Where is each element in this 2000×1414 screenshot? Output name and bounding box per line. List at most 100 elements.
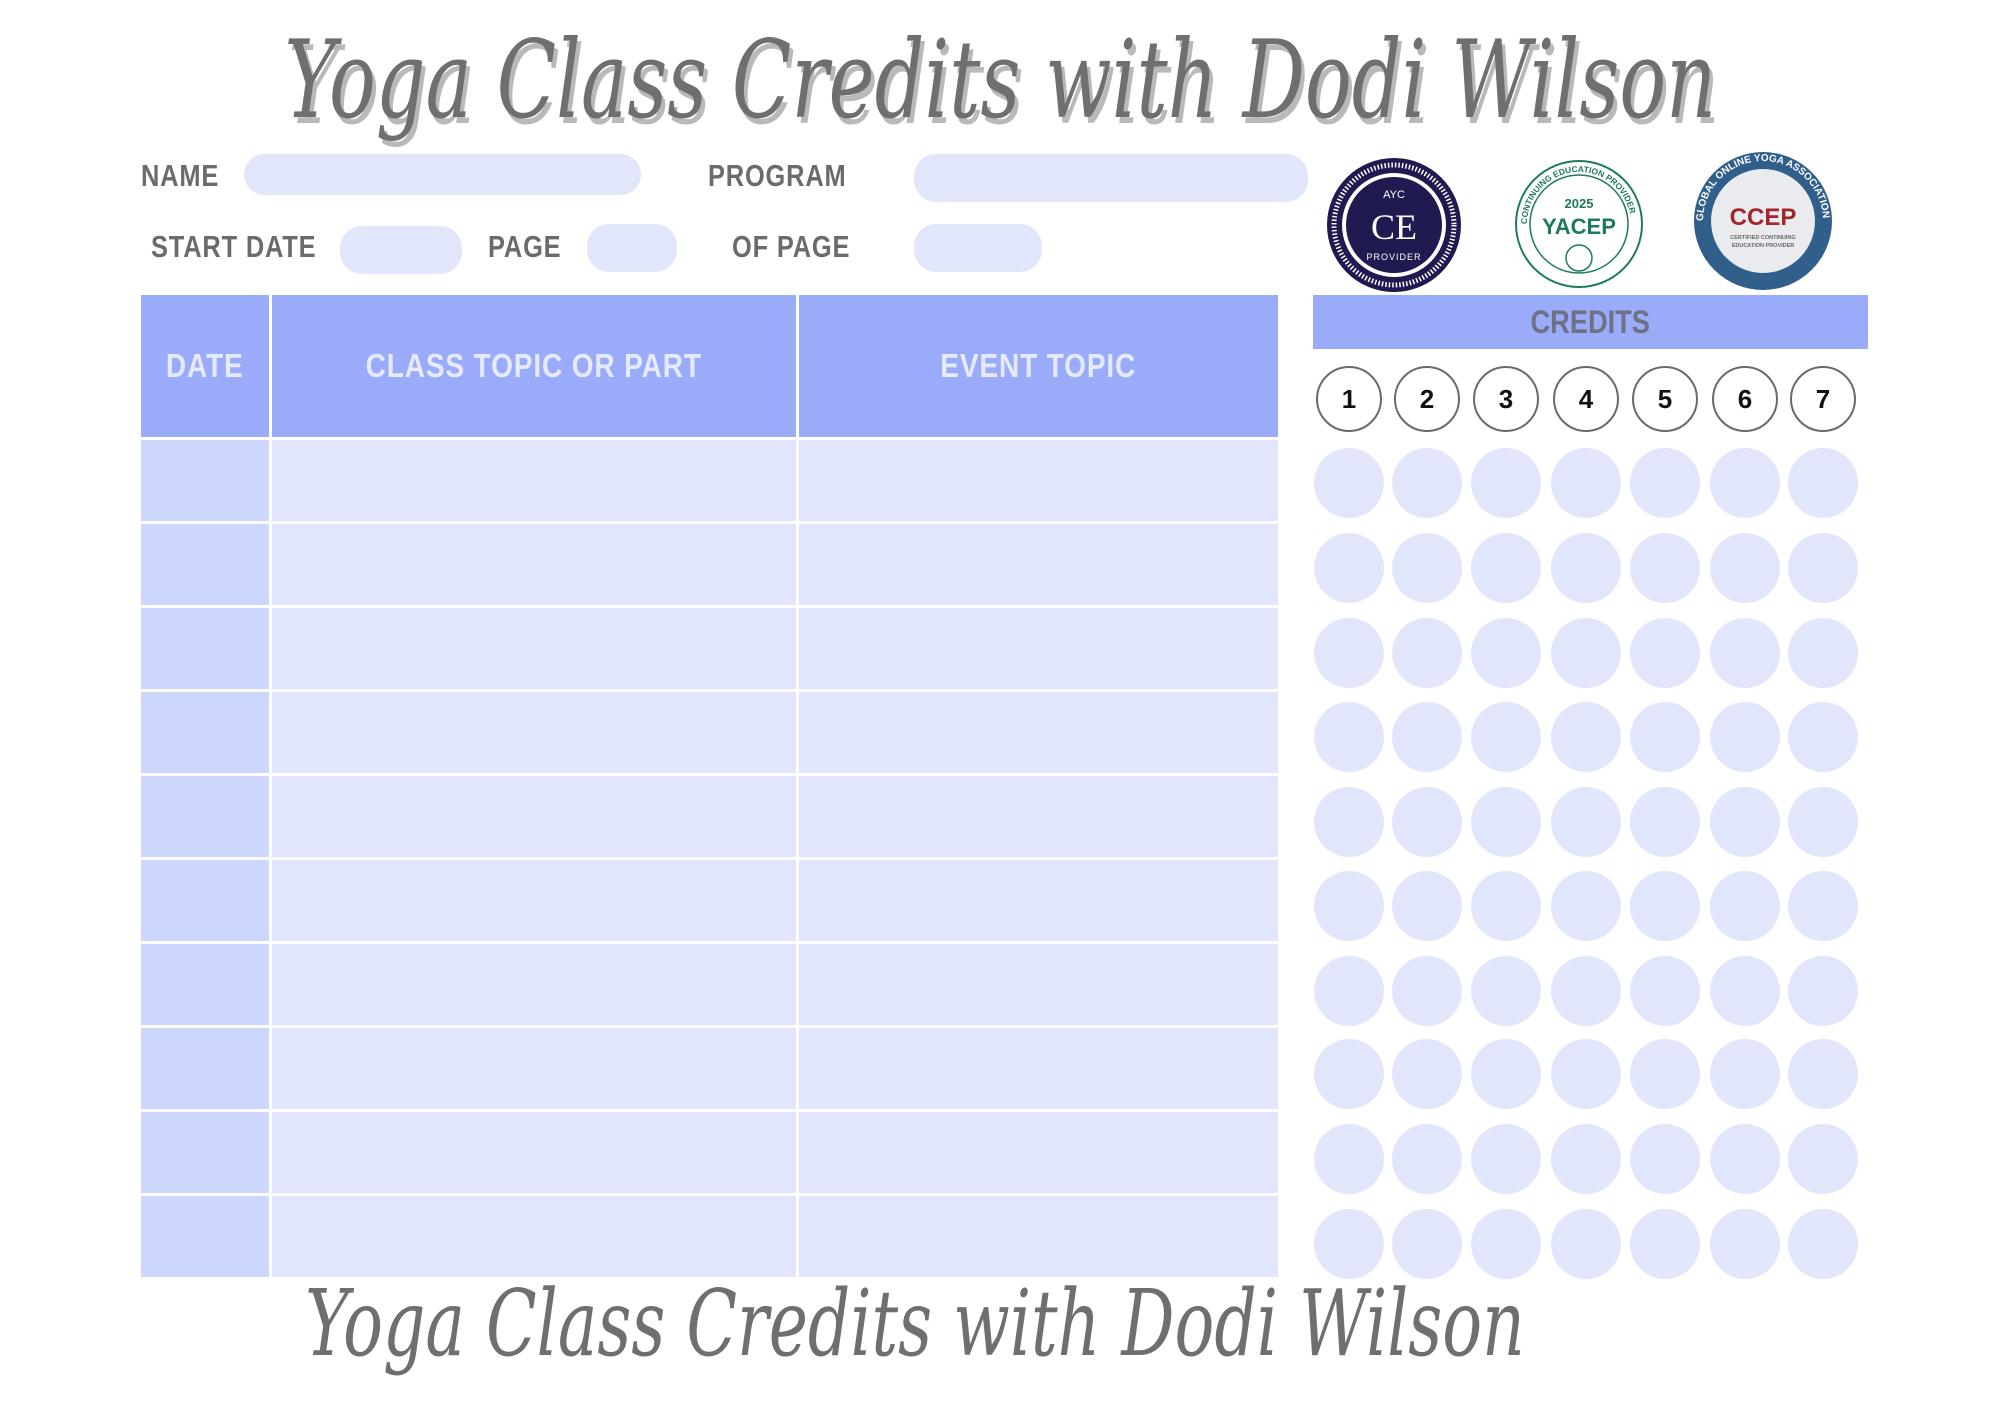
credit-checkbox[interactable] — [1551, 533, 1621, 603]
credit-checkbox[interactable] — [1392, 1209, 1462, 1279]
credit-checkbox[interactable] — [1710, 956, 1780, 1026]
table-cell-class-topic[interactable] — [272, 440, 796, 521]
credit-checkbox[interactable] — [1392, 533, 1462, 603]
credit-checkbox[interactable] — [1710, 1124, 1780, 1194]
credit-checkbox[interactable] — [1788, 1039, 1858, 1109]
credit-checkbox[interactable] — [1314, 1124, 1384, 1194]
credit-checkbox[interactable] — [1314, 533, 1384, 603]
credit-checkbox[interactable] — [1314, 1209, 1384, 1279]
credit-checkbox[interactable] — [1788, 1124, 1858, 1194]
name-field[interactable] — [244, 154, 641, 195]
credit-checkbox[interactable] — [1630, 618, 1700, 688]
table-cell-class-topic[interactable] — [272, 608, 796, 689]
table-cell-date[interactable] — [141, 608, 269, 689]
table-cell-event-topic[interactable] — [799, 776, 1278, 857]
table-cell-date[interactable] — [141, 440, 269, 521]
table-cell-event-topic[interactable] — [799, 608, 1278, 689]
table-cell-event-topic[interactable] — [799, 692, 1278, 773]
credit-checkbox[interactable] — [1314, 448, 1384, 518]
credit-checkbox[interactable] — [1551, 956, 1621, 1026]
credit-checkbox[interactable] — [1314, 956, 1384, 1026]
credit-checkbox[interactable] — [1788, 702, 1858, 772]
credit-checkbox[interactable] — [1471, 448, 1541, 518]
table-cell-date[interactable] — [141, 944, 269, 1025]
credit-checkbox[interactable] — [1471, 702, 1541, 772]
credit-checkbox[interactable] — [1710, 702, 1780, 772]
table-cell-date[interactable] — [141, 860, 269, 941]
table-cell-date[interactable] — [141, 1028, 269, 1109]
program-field[interactable] — [914, 154, 1308, 202]
credit-checkbox[interactable] — [1551, 1209, 1621, 1279]
credit-checkbox[interactable] — [1392, 618, 1462, 688]
start-date-field[interactable] — [340, 226, 462, 274]
credit-checkbox[interactable] — [1710, 448, 1780, 518]
credit-checkbox[interactable] — [1630, 1124, 1700, 1194]
credit-checkbox[interactable] — [1630, 702, 1700, 772]
credit-checkbox[interactable] — [1630, 787, 1700, 857]
credit-checkbox[interactable] — [1630, 956, 1700, 1026]
credit-checkbox[interactable] — [1314, 702, 1384, 772]
credit-checkbox[interactable] — [1630, 533, 1700, 603]
page-field[interactable] — [587, 224, 677, 272]
table-cell-date[interactable] — [141, 524, 269, 605]
credit-checkbox[interactable] — [1551, 618, 1621, 688]
credit-checkbox[interactable] — [1788, 1209, 1858, 1279]
credit-checkbox[interactable] — [1630, 871, 1700, 941]
of-page-field[interactable] — [914, 224, 1042, 272]
table-cell-class-topic[interactable] — [272, 776, 796, 857]
credit-checkbox[interactable] — [1551, 1124, 1621, 1194]
credit-checkbox[interactable] — [1788, 533, 1858, 603]
credit-checkbox[interactable] — [1551, 1039, 1621, 1109]
credit-checkbox[interactable] — [1788, 871, 1858, 941]
credit-checkbox[interactable] — [1710, 787, 1780, 857]
credit-checkbox[interactable] — [1710, 1039, 1780, 1109]
table-cell-class-topic[interactable] — [272, 860, 796, 941]
credit-checkbox[interactable] — [1630, 1039, 1700, 1109]
table-cell-class-topic[interactable] — [272, 692, 796, 773]
credit-checkbox[interactable] — [1788, 787, 1858, 857]
credit-checkbox[interactable] — [1788, 956, 1858, 1026]
table-cell-date[interactable] — [141, 692, 269, 773]
credit-checkbox[interactable] — [1630, 1209, 1700, 1279]
credit-checkbox[interactable] — [1471, 787, 1541, 857]
credit-checkbox[interactable] — [1314, 618, 1384, 688]
table-cell-event-topic[interactable] — [799, 1112, 1278, 1193]
credit-checkbox[interactable] — [1710, 533, 1780, 603]
credit-checkbox[interactable] — [1471, 533, 1541, 603]
credit-checkbox[interactable] — [1471, 1209, 1541, 1279]
table-cell-event-topic[interactable] — [799, 440, 1278, 521]
credit-checkbox[interactable] — [1710, 618, 1780, 688]
credit-checkbox[interactable] — [1314, 871, 1384, 941]
table-cell-event-topic[interactable] — [799, 860, 1278, 941]
credit-checkbox[interactable] — [1392, 871, 1462, 941]
table-cell-class-topic[interactable] — [272, 1028, 796, 1109]
table-cell-date[interactable] — [141, 776, 269, 857]
credit-checkbox[interactable] — [1392, 787, 1462, 857]
credit-checkbox[interactable] — [1392, 956, 1462, 1026]
table-cell-class-topic[interactable] — [272, 1196, 796, 1277]
table-cell-date[interactable] — [141, 1196, 269, 1277]
credit-checkbox[interactable] — [1471, 956, 1541, 1026]
credit-checkbox[interactable] — [1710, 1209, 1780, 1279]
credit-checkbox[interactable] — [1551, 702, 1621, 772]
credit-checkbox[interactable] — [1392, 448, 1462, 518]
credit-checkbox[interactable] — [1471, 618, 1541, 688]
table-cell-event-topic[interactable] — [799, 524, 1278, 605]
credit-checkbox[interactable] — [1788, 618, 1858, 688]
table-cell-event-topic[interactable] — [799, 1196, 1278, 1277]
credit-checkbox[interactable] — [1788, 448, 1858, 518]
credit-checkbox[interactable] — [1471, 1124, 1541, 1194]
credit-checkbox[interactable] — [1314, 787, 1384, 857]
credit-checkbox[interactable] — [1471, 871, 1541, 941]
credit-checkbox[interactable] — [1630, 448, 1700, 518]
credit-checkbox[interactable] — [1392, 702, 1462, 772]
table-cell-class-topic[interactable] — [272, 1112, 796, 1193]
table-cell-event-topic[interactable] — [799, 1028, 1278, 1109]
credit-checkbox[interactable] — [1710, 871, 1780, 941]
table-cell-date[interactable] — [141, 1112, 269, 1193]
credit-checkbox[interactable] — [1551, 871, 1621, 941]
credit-checkbox[interactable] — [1392, 1039, 1462, 1109]
credit-checkbox[interactable] — [1314, 1039, 1384, 1109]
credit-checkbox[interactable] — [1551, 448, 1621, 518]
table-cell-class-topic[interactable] — [272, 944, 796, 1025]
